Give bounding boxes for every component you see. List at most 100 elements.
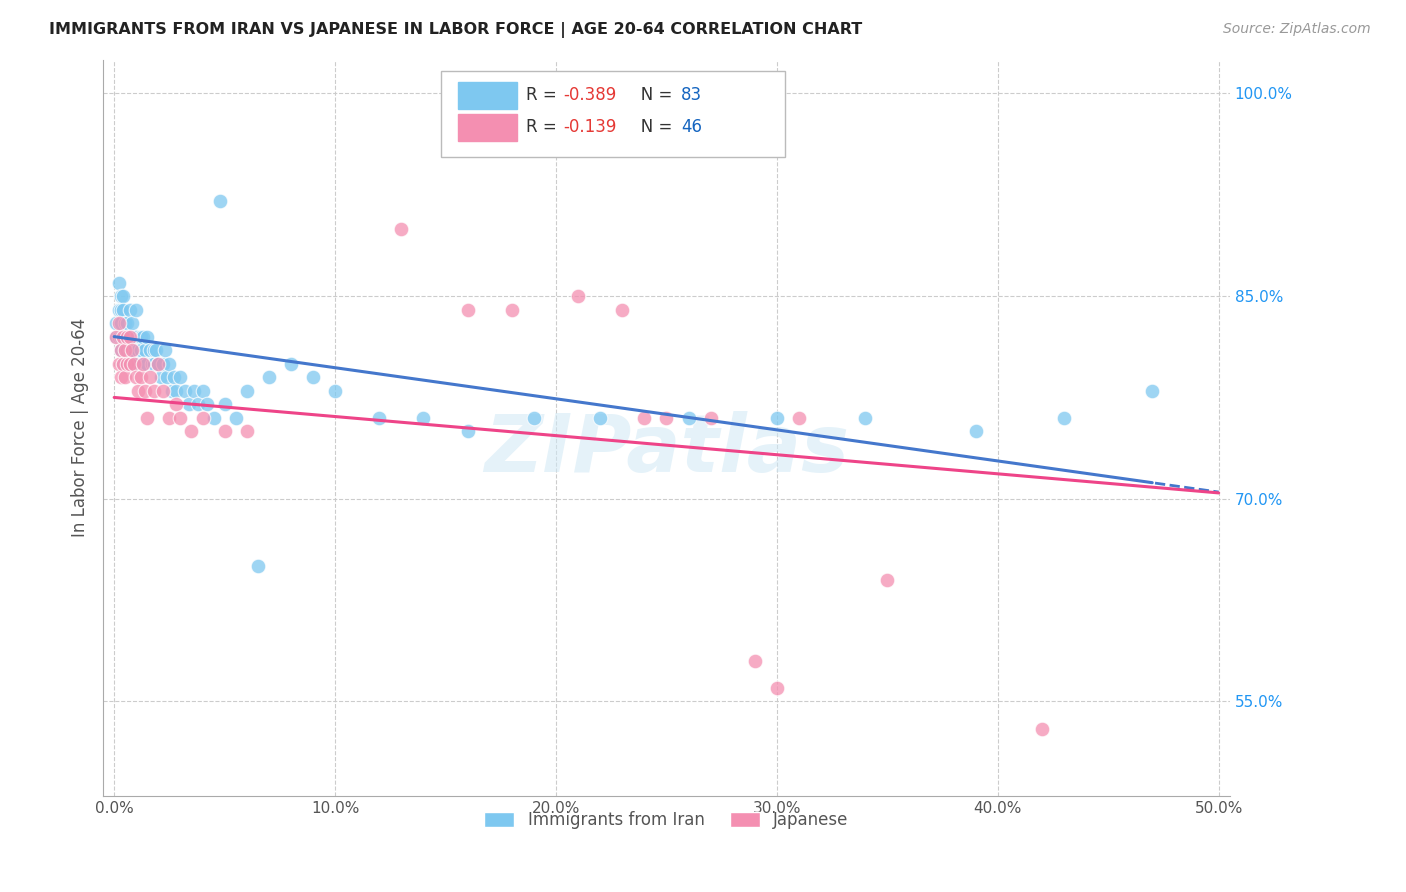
Point [118,357,141,371]
Point [389,221,412,235]
Point [118,357,141,371]
Point [152,357,174,371]
Point [169,370,191,384]
Point [122,343,145,358]
Point [280,357,302,371]
Point [246,559,269,574]
Point [125,370,148,384]
Text: 46: 46 [681,119,702,136]
Point [187,397,209,411]
Point [699,410,721,425]
Point [323,384,346,398]
Point [302,370,325,384]
Point [766,681,789,695]
Point [105,316,128,330]
Point [209,194,232,209]
Point [127,357,149,371]
Point [110,370,132,384]
Point [1053,410,1076,425]
Point [114,343,136,358]
Point [589,410,612,425]
Point [111,329,134,343]
Text: N =: N = [624,119,678,136]
Point [368,410,391,425]
Point [110,289,132,303]
Point [111,302,134,317]
Point [412,410,434,425]
Point [114,316,136,330]
Point [612,302,634,317]
Point [132,329,155,343]
Point [118,302,141,317]
FancyBboxPatch shape [441,70,785,157]
Point [965,424,987,438]
Point [744,654,766,668]
Point [523,410,546,425]
Point [114,370,136,384]
Point [118,343,141,358]
Point [121,343,143,358]
Point [191,410,214,425]
Point [457,302,479,317]
Point [633,410,655,425]
Point [179,397,201,411]
Text: 83: 83 [681,86,702,104]
Point [110,302,132,317]
Point [876,573,898,587]
Point [107,302,129,317]
Point [169,410,191,425]
Point [132,357,155,371]
Point [214,397,236,411]
Point [114,357,136,371]
Point [766,410,789,425]
Point [145,343,167,358]
Point [180,424,202,438]
Y-axis label: In Labor Force | Age 20-64: In Labor Force | Age 20-64 [72,318,89,537]
Text: R =: R = [526,86,561,104]
Point [257,370,280,384]
Point [134,384,156,398]
Point [183,384,205,398]
Point [501,302,523,317]
Point [163,370,186,384]
Point [117,329,139,343]
Text: -0.389: -0.389 [562,86,616,104]
Point [129,329,152,343]
Point [165,384,187,398]
Point [225,410,247,425]
Point [214,424,236,438]
Point [117,329,139,343]
Point [853,410,876,425]
Point [117,357,139,371]
Point [134,343,156,358]
Point [118,329,141,343]
Point [105,329,128,343]
Point [148,357,170,371]
Point [457,424,479,438]
Point [118,329,141,343]
Point [787,410,810,425]
Point [122,357,145,371]
Point [173,384,195,398]
Point [127,343,149,358]
Point [107,316,129,330]
Legend: Immigrants from Iran, Japanese: Immigrants from Iran, Japanese [478,805,855,836]
Point [148,357,170,371]
Point [141,357,163,371]
FancyBboxPatch shape [458,82,516,109]
Text: -0.139: -0.139 [562,119,616,136]
Point [121,329,143,343]
Point [107,329,129,343]
FancyBboxPatch shape [458,114,516,141]
Point [114,329,136,343]
Text: ZIPatlas: ZIPatlas [484,411,849,489]
Point [125,329,148,343]
Point [235,384,257,398]
Point [121,343,143,358]
Point [111,357,134,371]
Point [1163,856,1185,871]
Text: IMMIGRANTS FROM IRAN VS JAPANESE IN LABOR FORCE | AGE 20-64 CORRELATION CHART: IMMIGRANTS FROM IRAN VS JAPANESE IN LABO… [49,22,862,38]
Point [142,357,165,371]
Point [114,343,136,358]
Point [138,343,160,358]
